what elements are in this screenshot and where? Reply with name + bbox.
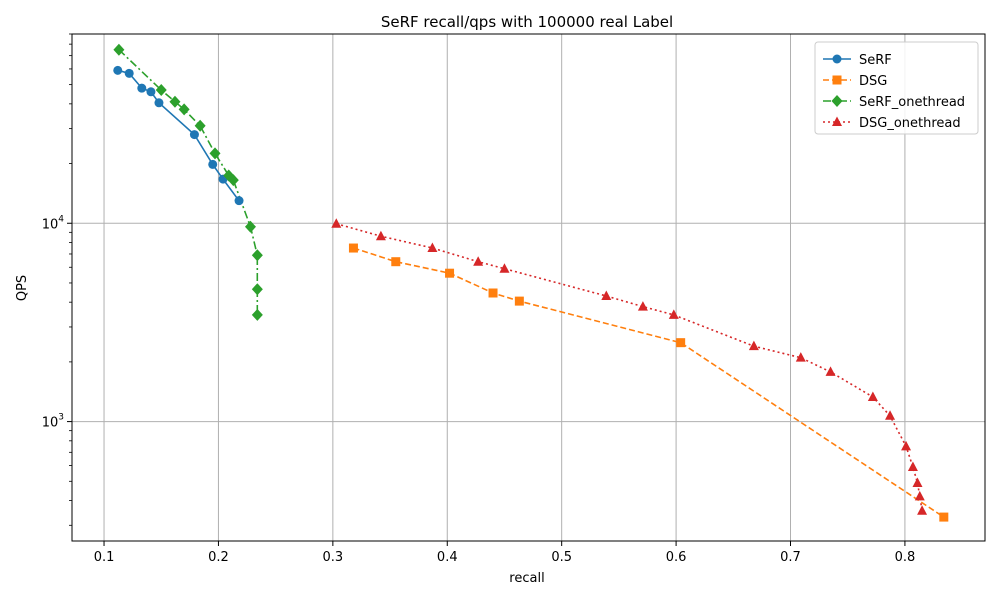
data-point-dsg-onethread	[427, 242, 438, 253]
legend-marker-serf-onethread	[831, 95, 843, 107]
y-axis-label: QPS	[15, 275, 30, 301]
x-tick-label: 0.8	[895, 550, 916, 565]
data-point-serf	[113, 65, 123, 75]
x-tick-label: 0.7	[780, 550, 801, 565]
legend-marker-serf	[832, 54, 842, 64]
data-point-dsg-onethread	[901, 440, 912, 451]
x-tick-label: 0.4	[437, 550, 458, 565]
data-point-dsg-onethread	[917, 505, 928, 515]
data-point-dsg	[391, 257, 401, 267]
legend-label-dsg: DSG	[859, 74, 887, 89]
data-point-serf	[146, 87, 156, 97]
data-point-dsg-onethread	[473, 256, 484, 266]
data-point-serf	[189, 130, 199, 140]
data-point-serf-onethread	[251, 283, 263, 296]
y-tick-label: 104	[42, 214, 65, 232]
data-point-serf-onethread	[227, 174, 239, 187]
data-point-serf	[137, 83, 147, 93]
x-tick-label: 0.5	[551, 550, 572, 565]
data-point-serf-onethread	[169, 95, 181, 108]
data-point-dsg-onethread	[885, 410, 896, 420]
data-point-serf-onethread	[251, 308, 263, 321]
data-point-serf-onethread	[113, 43, 125, 56]
series-line-dsg	[353, 247, 945, 518]
data-point-dsg-onethread	[795, 352, 806, 362]
data-point-dsg-onethread	[867, 391, 878, 402]
data-point-serf-onethread	[155, 83, 167, 96]
x-tick-label: 0.2	[208, 550, 229, 565]
data-point-dsg	[445, 268, 455, 278]
data-point-dsg-onethread	[907, 461, 918, 472]
legend-box	[814, 41, 979, 135]
data-point-dsg	[514, 296, 524, 306]
data-point-dsg-onethread	[668, 309, 679, 319]
legend-label-serf: SeRF	[859, 53, 892, 68]
legend-marker-dsg	[832, 75, 842, 85]
data-point-dsg-onethread	[912, 477, 923, 488]
data-point-serf-onethread	[209, 147, 221, 160]
data-point-serf-onethread	[178, 103, 190, 116]
legend-marker-dsg-onethread	[832, 116, 842, 126]
data-point-dsg-onethread	[637, 301, 648, 311]
gridlines	[72, 34, 985, 541]
legend-label-dsg-onethread: DSG_onethread	[859, 116, 961, 131]
data-point-dsg-onethread	[499, 263, 510, 273]
x-tick-label: 0.6	[666, 550, 687, 565]
data-point-dsg	[488, 288, 498, 298]
series-line-dsg-onethread	[336, 222, 923, 511]
data-point-dsg-onethread	[748, 340, 759, 351]
x-axis-ticks: 0.1 0.2 0.3 0.4 0.5 0.6 0.7 0.8	[94, 541, 916, 565]
data-point-serf-onethread	[251, 249, 263, 262]
legend-label-serf-onethread: SeRF_onethread	[859, 95, 965, 110]
data-point-dsg-onethread	[914, 490, 925, 501]
data-point-dsg	[348, 243, 358, 253]
data-point-dsg-onethread	[601, 290, 612, 300]
x-axis-label: recall	[509, 571, 544, 586]
data-point-dsg	[939, 512, 949, 522]
data-point-serf-onethread	[194, 119, 206, 132]
legend: SeRF DSG SeRF_onethread DSG_onethread	[814, 41, 979, 135]
data-point-serf	[208, 159, 218, 169]
series-markers	[113, 43, 949, 522]
x-tick-label: 0.1	[94, 550, 115, 565]
y-tick-label: 103	[42, 413, 64, 431]
y-axis-ticks: 103 104	[42, 33, 72, 526]
data-point-dsg-onethread	[331, 218, 342, 228]
data-point-serf	[234, 196, 244, 206]
data-point-dsg-onethread	[375, 230, 386, 241]
data-point-serf	[124, 68, 134, 78]
x-tick-label: 0.3	[323, 550, 344, 565]
chart-title: SeRF recall/qps with 100000 real Label	[381, 13, 673, 31]
data-point-serf	[154, 98, 164, 108]
data-point-serf-onethread	[244, 220, 256, 233]
data-point-dsg-onethread	[825, 366, 836, 376]
plot-frame	[71, 33, 986, 542]
data-point-dsg	[676, 338, 686, 348]
